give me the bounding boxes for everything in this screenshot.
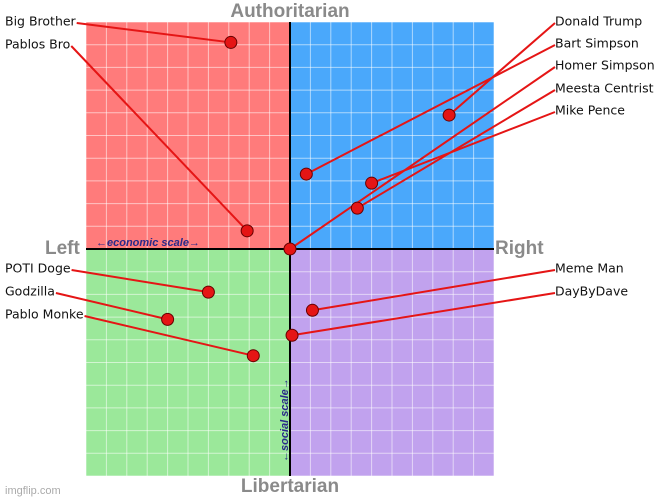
bottom-label: Libertarian [241,476,339,497]
leader-line [84,315,254,357]
point [305,303,319,317]
point-label: Meesta Centrist [555,81,654,96]
point [283,242,297,256]
leader-line [356,89,556,209]
point-label: Bart Simpson [555,36,639,51]
point-label: Homer Simpson [555,58,655,73]
point-label: Big Brother [5,14,77,29]
point [285,328,299,342]
leader-line [312,269,556,312]
point-label: Godzilla [5,284,55,299]
point-label: Pablos Bro [5,37,70,52]
point-label: POTI Doge [5,261,71,276]
point [240,224,254,238]
point [350,201,364,215]
point [246,349,260,363]
point [365,176,379,190]
point [442,108,456,122]
leader-line [70,45,248,232]
point-label: Donald Trump [555,14,642,29]
leader-line [289,66,556,250]
point [224,35,238,49]
leader-line [291,292,556,337]
point-label: DayByDave [555,284,628,299]
x-scale-label: ←economic scale→ [96,237,200,249]
leader-line [448,22,556,116]
point-label: Mike Pence [555,103,625,118]
point-label: Pablo Monke [5,307,84,322]
leader-line [76,22,231,44]
point [299,167,313,181]
top-label: Authoritarian [230,1,349,22]
plot-area [85,21,495,477]
leader-line [71,269,209,294]
point [161,312,175,326]
leader-line [305,44,556,175]
leader-line [55,292,168,321]
left-label: Left [45,238,81,259]
point [201,285,215,299]
leader-line [371,111,556,185]
point-label: Meme Man [555,261,624,276]
right-label: Right [495,238,544,259]
watermark: imgflip.com [5,485,61,497]
y-scale-label: ←social scale→ [279,378,291,462]
